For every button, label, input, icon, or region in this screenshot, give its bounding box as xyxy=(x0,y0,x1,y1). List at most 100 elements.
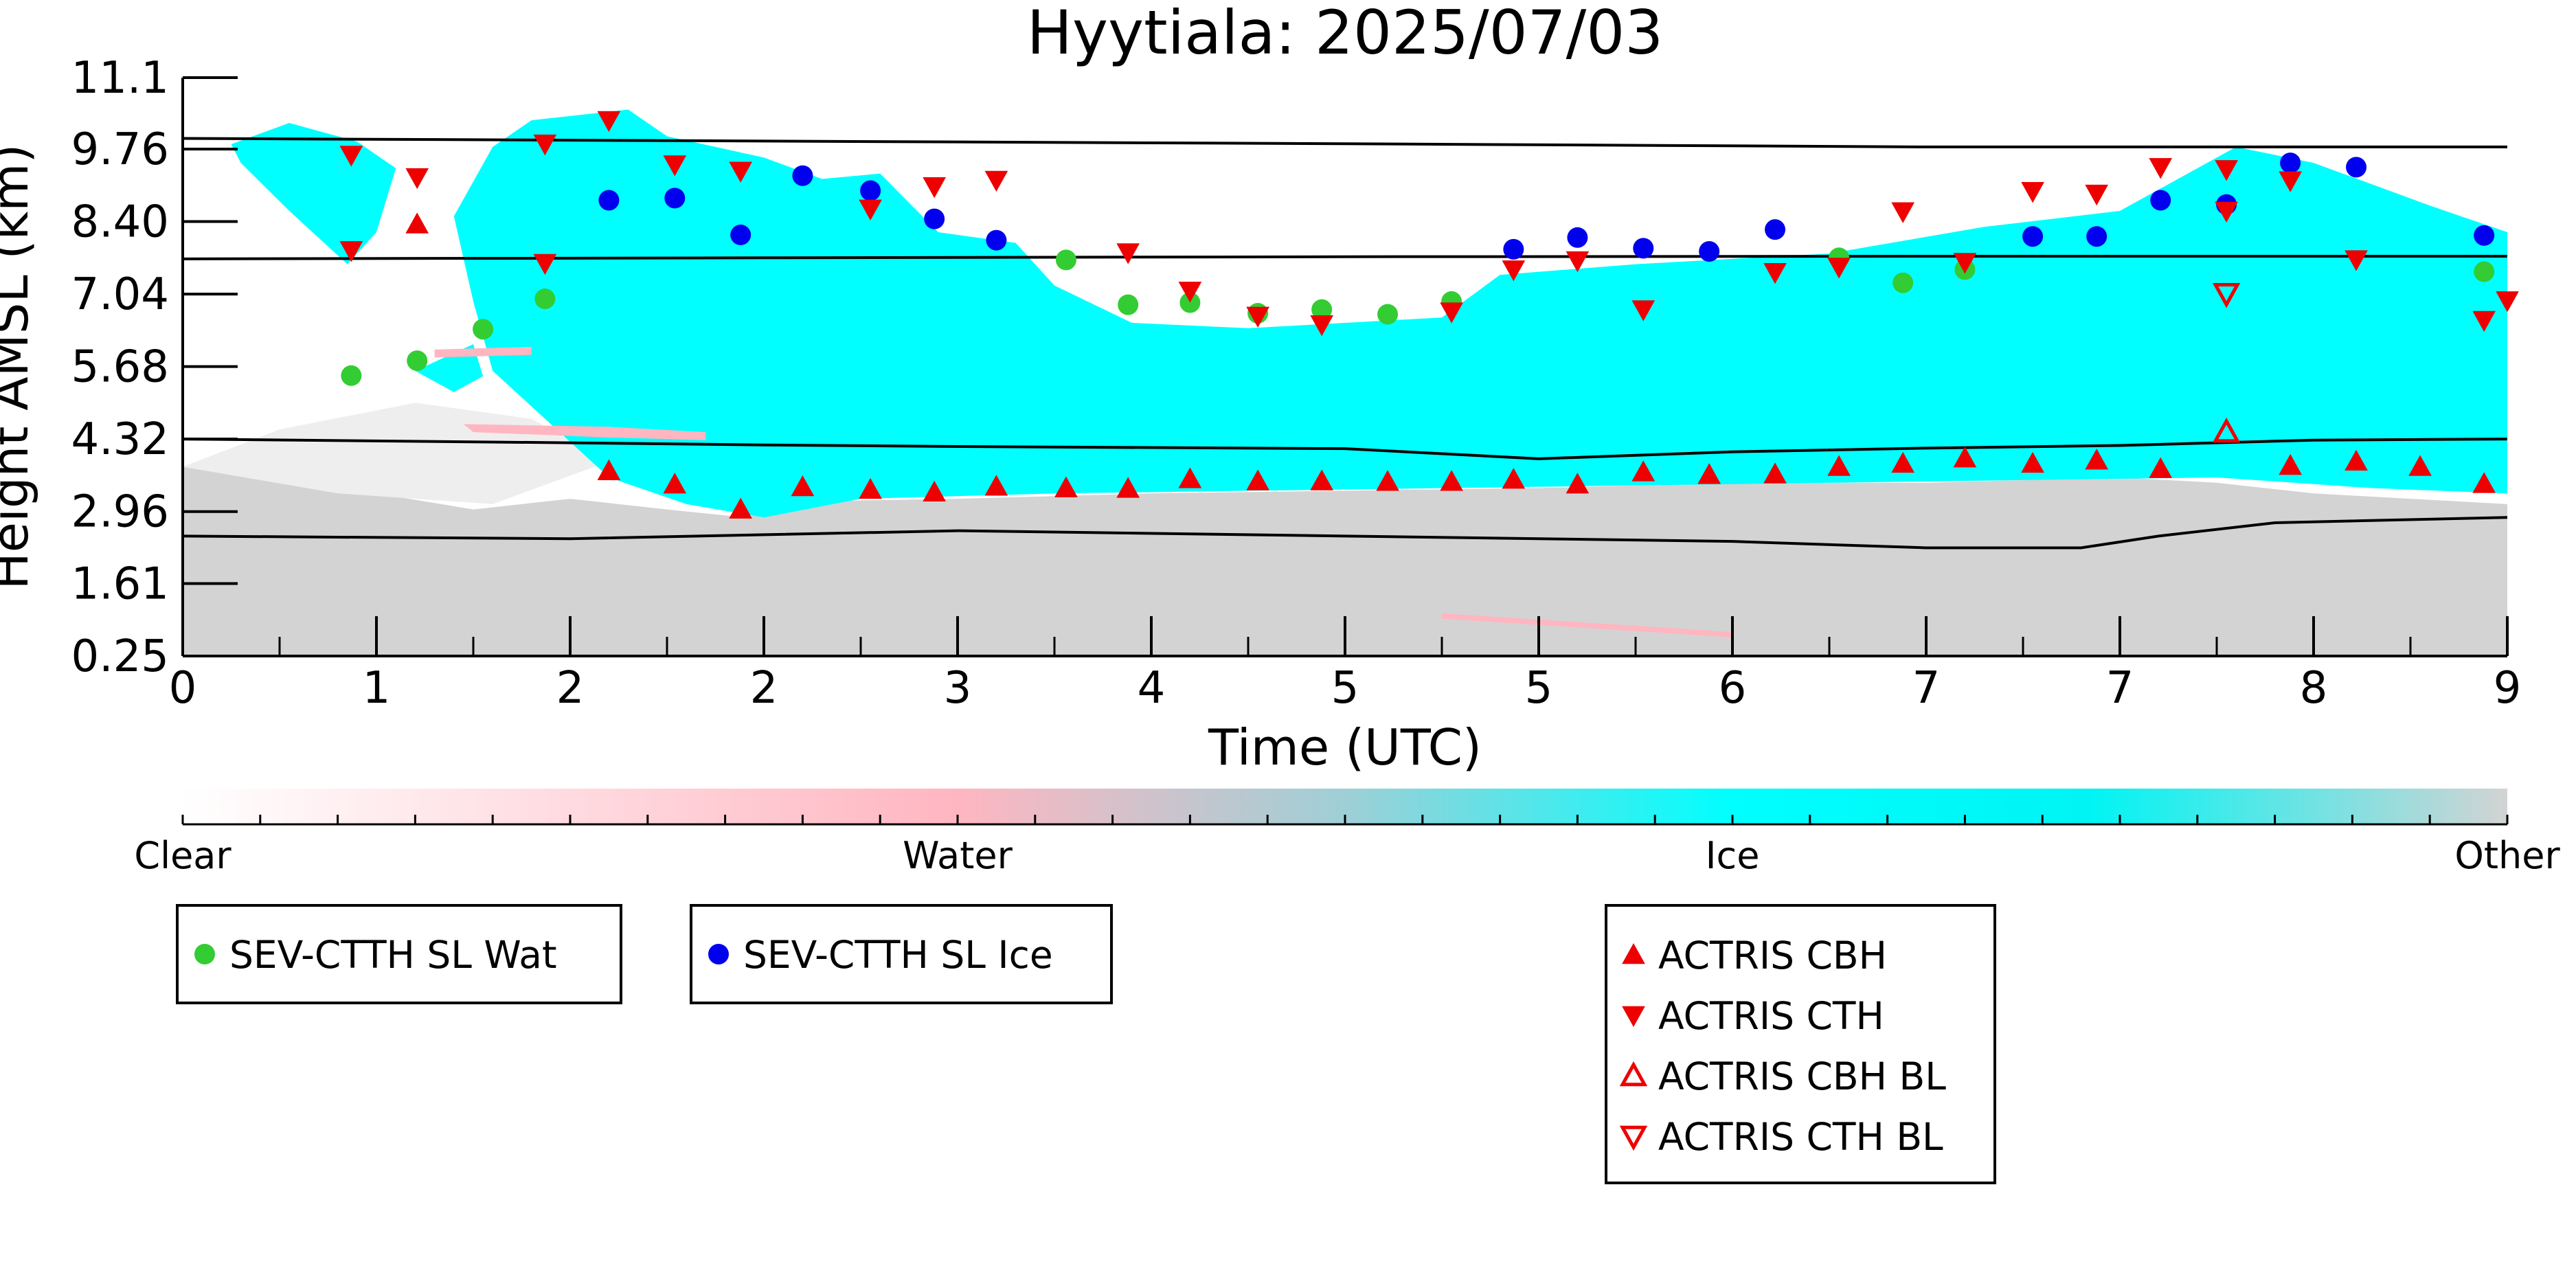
marker-triangle-down xyxy=(1310,315,1334,337)
y-tick-label: 5.68 xyxy=(71,342,170,393)
marker-circle xyxy=(534,289,556,310)
marker-triangle-down xyxy=(1116,243,1140,264)
x-tick-label: 4 xyxy=(1138,663,1166,714)
legend-label: ACTRIS CTH BL xyxy=(1658,1115,1943,1159)
marker-triangle-up xyxy=(1116,477,1140,498)
colorbar-label: Ice xyxy=(1706,834,1760,877)
marker-triangle-up xyxy=(1178,467,1202,488)
marker-circle xyxy=(708,944,729,964)
marker-triangle-down xyxy=(2345,250,2368,271)
marker-triangle-up xyxy=(1891,451,1915,473)
x-tick-label: 9 xyxy=(2494,663,2522,714)
marker-triangle-down xyxy=(339,146,363,167)
marker-triangle-up xyxy=(663,473,687,494)
marker-triangle-up xyxy=(923,480,947,502)
marker-triangle-down xyxy=(1246,306,1269,328)
marker-triangle-up xyxy=(1697,463,1721,484)
marker-triangle-up xyxy=(1440,470,1463,491)
legend-label: ACTRIS CBH BL xyxy=(1658,1054,1946,1098)
marker-triangle-down xyxy=(1763,262,1787,284)
marker-circle xyxy=(598,190,620,211)
marker-triangle-up xyxy=(984,475,1008,496)
marker-triangle-down xyxy=(1622,1006,1645,1028)
y-tick-label: 11.1 xyxy=(71,53,170,104)
colorbar-label: Water xyxy=(903,834,1013,877)
y-tick-label: 0.25 xyxy=(71,631,170,682)
marker-triangle-down xyxy=(1953,253,1977,274)
marker-triangle-down xyxy=(339,241,363,262)
marker-triangle-down xyxy=(2279,171,2303,192)
background-ice-region xyxy=(453,109,2507,518)
marker-triangle-up xyxy=(2408,455,2432,476)
data-markers xyxy=(339,111,2519,519)
marker-circle xyxy=(2022,226,2044,247)
marker-circle xyxy=(1633,238,1654,259)
reference-line-2 xyxy=(183,438,2507,460)
x-tick-label: 2 xyxy=(750,663,778,714)
axes: 0.25 1.61 2.96 4.32 5.68 7.04 8.40 9.76 11.1 0 1 2 2… xyxy=(71,53,2522,714)
marker-circle xyxy=(1699,240,1720,262)
marker-triangle-down xyxy=(2212,282,2241,308)
x-tick-label: 5 xyxy=(1525,663,1553,714)
marker-circle xyxy=(1055,249,1076,271)
marker-triangle-down xyxy=(2215,160,2238,181)
marker-circle xyxy=(194,944,215,964)
x-tick-label: 3 xyxy=(944,663,972,714)
marker-circle xyxy=(1311,299,1333,320)
marker-triangle-up xyxy=(859,477,882,499)
y-tick-label: 1.61 xyxy=(71,558,170,609)
marker-circle xyxy=(2474,261,2495,282)
marker-triangle-up xyxy=(597,459,621,481)
x-tick-label: 7 xyxy=(1912,663,1941,714)
marker-circle xyxy=(2474,225,2495,246)
x-tick-label: 0 xyxy=(169,663,197,714)
chart-title: Hyytiala: 2025/07/03 xyxy=(1027,0,1663,68)
marker-triangle-up xyxy=(1622,942,1645,964)
x-tick-label: 1 xyxy=(363,663,391,714)
legend-label: ACTRIS CBH xyxy=(1658,934,1887,978)
marker-circle xyxy=(730,224,752,245)
x-tick-label: 2 xyxy=(556,663,585,714)
marker-circle xyxy=(1567,227,1588,248)
marker-triangle-up xyxy=(791,475,815,497)
marker-triangle-down xyxy=(2149,158,2173,179)
marker-triangle-up xyxy=(1763,462,1787,484)
marker-triangle-down xyxy=(1178,282,1202,303)
marker-triangle-down xyxy=(597,111,621,133)
y-tick-label: 9.76 xyxy=(71,124,170,175)
marker-triangle-down xyxy=(533,253,557,275)
legend-box xyxy=(1605,904,1996,1184)
marker-circle xyxy=(2280,152,2301,174)
marker-triangle-down xyxy=(1619,1125,1648,1151)
marker-circle xyxy=(1118,294,1139,315)
marker-triangle-up xyxy=(1502,468,1526,489)
marker-circle xyxy=(473,319,494,340)
marker-circle xyxy=(1765,219,1786,240)
marker-circle xyxy=(2346,157,2367,178)
marker-circle xyxy=(1503,238,1524,260)
marker-triangle-down xyxy=(2496,291,2519,313)
marker-triangle-up xyxy=(1376,470,1399,491)
marker-triangle-down xyxy=(1827,258,1851,279)
background-water-patch xyxy=(434,346,532,358)
marker-circle xyxy=(1377,304,1399,325)
marker-triangle-up xyxy=(2085,449,2109,470)
marker-circle xyxy=(2150,190,2171,211)
x-tick-label: 7 xyxy=(2106,663,2134,714)
marker-triangle-down xyxy=(2021,181,2044,203)
background-water-patch-low xyxy=(1442,613,1732,637)
marker-triangle-down xyxy=(1566,251,1590,273)
marker-triangle-down xyxy=(533,134,557,156)
marker-triangle-down xyxy=(663,155,687,177)
legend-box xyxy=(690,904,1113,1004)
background-ice-patch xyxy=(231,122,396,264)
marker-triangle-down xyxy=(984,170,1008,192)
y-tick-label: 7.04 xyxy=(71,269,170,320)
colorbar-label: Clear xyxy=(134,834,231,877)
marker-triangle-up xyxy=(1310,469,1334,490)
reference-line-3 xyxy=(183,516,2507,550)
colorbar-label: Other xyxy=(2454,834,2560,877)
marker-circle xyxy=(924,208,945,229)
marker-triangle-down xyxy=(923,177,947,199)
